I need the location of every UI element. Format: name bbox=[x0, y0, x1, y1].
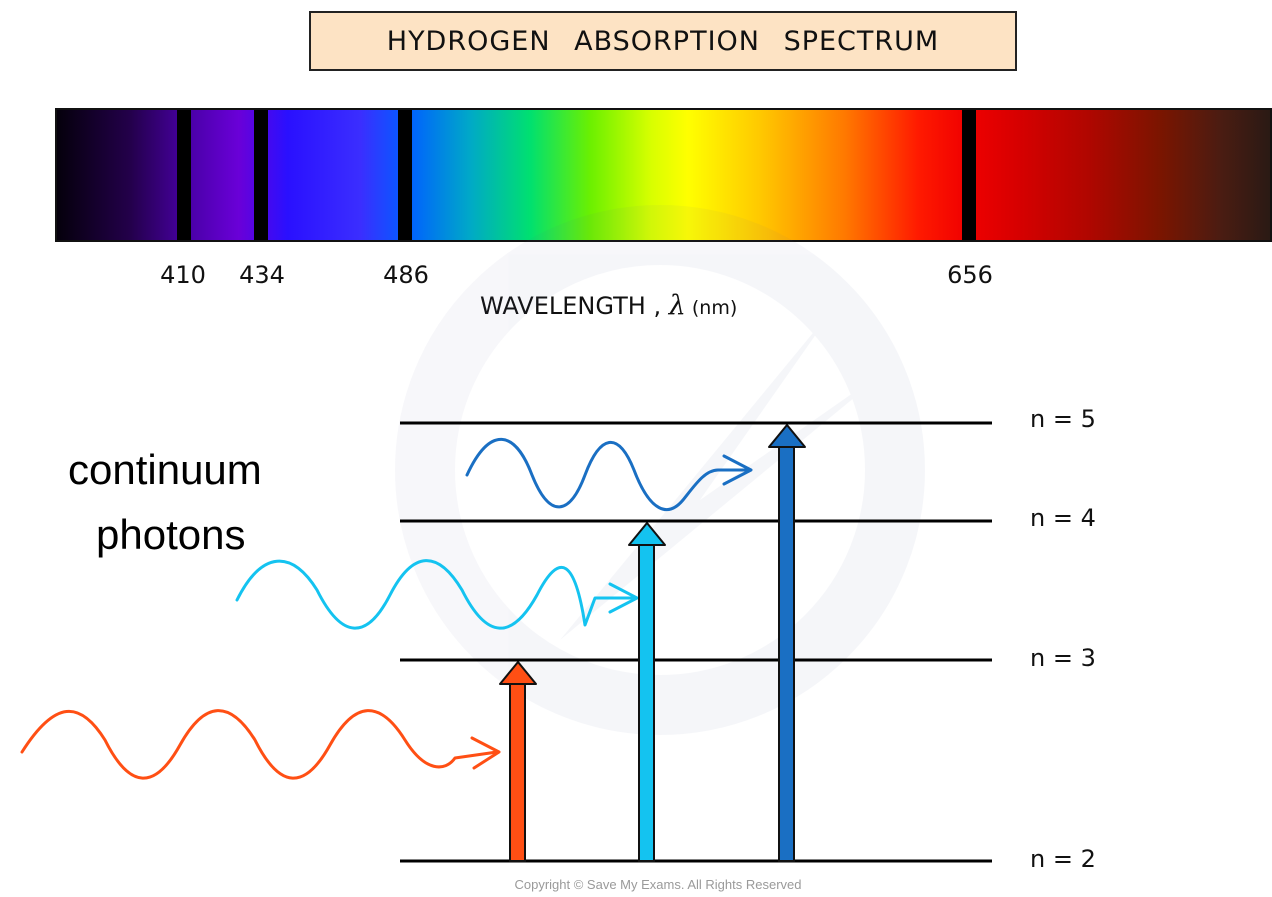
wavelength-label-434: 434 bbox=[239, 261, 285, 289]
continuum-photons-label-line1: continuum bbox=[68, 446, 262, 493]
wavelength-label-486: 486 bbox=[383, 261, 429, 289]
red-photon-wave bbox=[20, 709, 501, 780]
absorption-spectrum-bar bbox=[55, 108, 1272, 242]
wavelength-axis-label: WAVELENGTH , λ (nm) bbox=[480, 290, 737, 321]
absorption-line-486 bbox=[398, 110, 412, 240]
axis-label-text: WAVELENGTH , bbox=[480, 292, 669, 320]
absorption-line-656 bbox=[962, 110, 976, 240]
transition-arrow-n2-n5 bbox=[768, 424, 806, 862]
wavelength-label-410: 410 bbox=[160, 261, 206, 289]
transition-arrow-n2-n3 bbox=[499, 661, 537, 862]
level-label-n3: n = 3 bbox=[1030, 644, 1096, 672]
lambda-symbol: λ bbox=[668, 290, 686, 321]
cyan-photon-wave bbox=[235, 559, 639, 630]
axis-unit: (nm) bbox=[685, 297, 738, 319]
watermark-logo bbox=[395, 205, 925, 735]
wavelength-label-656: 656 bbox=[947, 261, 993, 289]
transition-arrow-n2-n4 bbox=[628, 522, 666, 862]
continuum-photons-label-line2: photons bbox=[96, 511, 246, 558]
blue-photon-wave bbox=[465, 437, 753, 511]
level-label-n4: n = 4 bbox=[1030, 504, 1096, 532]
absorption-line-434 bbox=[254, 110, 268, 240]
absorption-line-410 bbox=[177, 110, 191, 240]
level-label-n2: n = 2 bbox=[1030, 845, 1096, 873]
copyright-notice: Copyright © Save My Exams. All Rights Re… bbox=[514, 877, 802, 892]
level-label-n5: n = 5 bbox=[1030, 405, 1096, 433]
diagram-title: HYDROGEN ABSORPTION SPECTRUM bbox=[309, 11, 1017, 71]
